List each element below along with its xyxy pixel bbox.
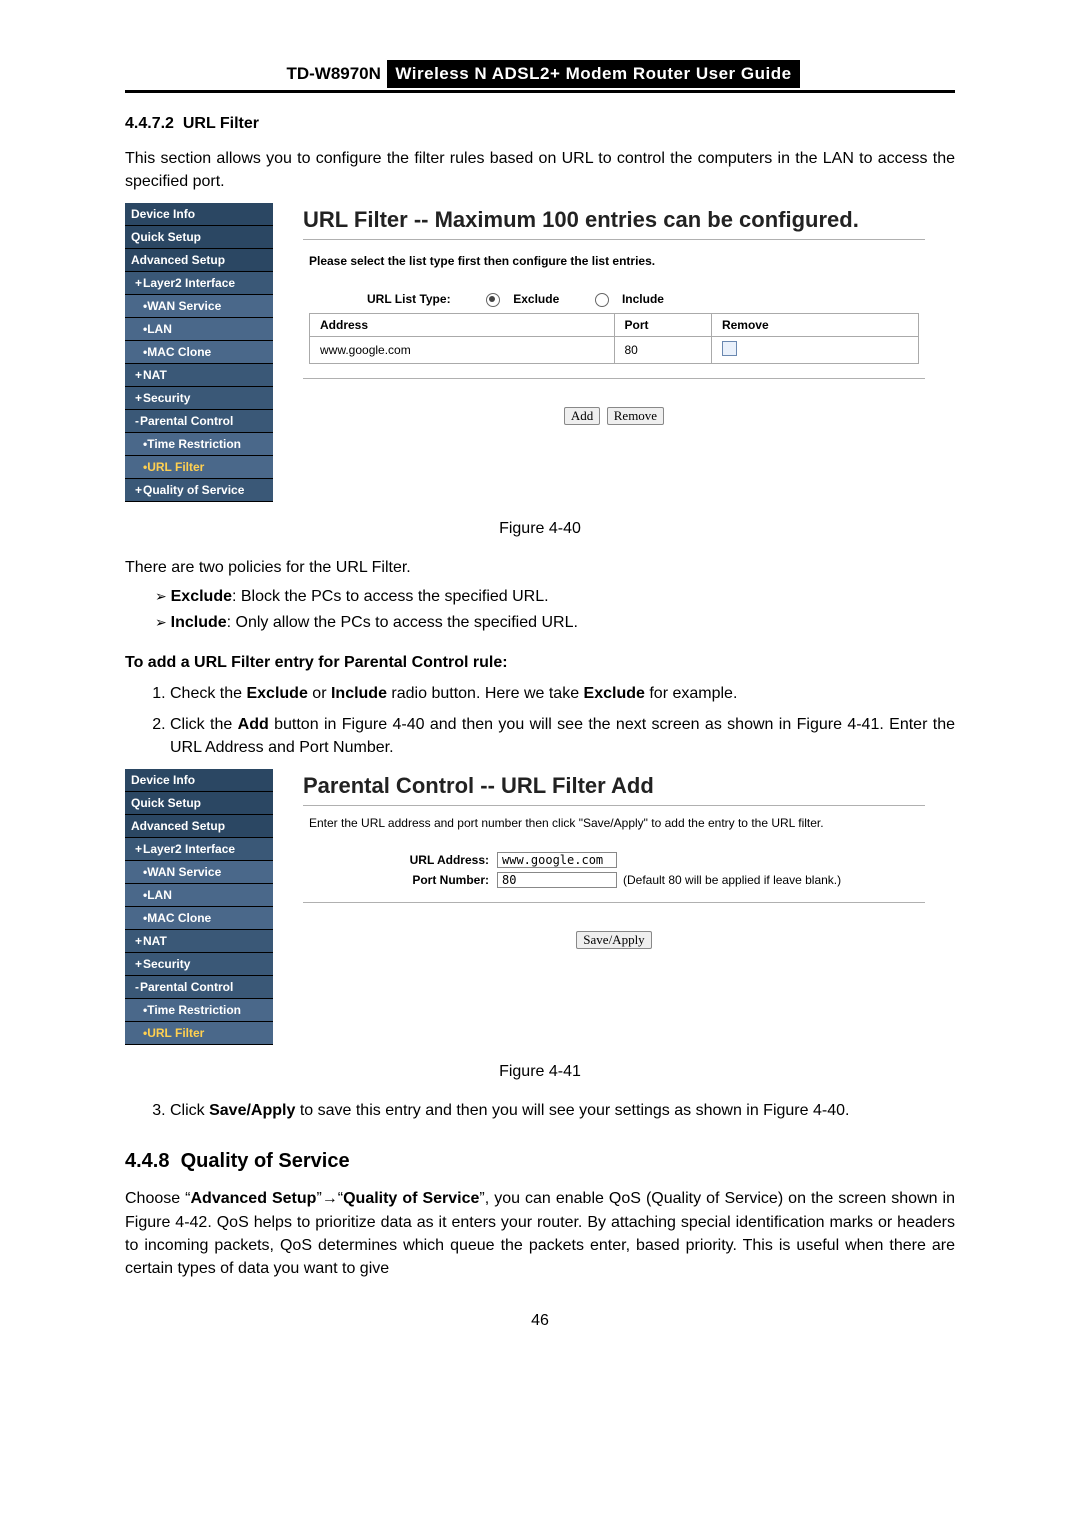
router-nav: Device InfoQuick SetupAdvanced SetupLaye… bbox=[125, 203, 273, 502]
url-address-input[interactable]: www.google.com bbox=[497, 852, 617, 868]
url-address-label: URL Address: bbox=[309, 853, 497, 867]
th-remove: Remove bbox=[711, 314, 918, 337]
nav-item[interactable]: Layer2 Interface bbox=[125, 272, 273, 295]
table-row: www.google.com 80 bbox=[310, 337, 919, 364]
intro-paragraph: This section allows you to configure the… bbox=[125, 147, 955, 193]
nav-item[interactable]: WAN Service bbox=[125, 295, 273, 318]
th-port: Port bbox=[614, 314, 711, 337]
guide-title: Wireless N ADSL2+ Modem Router User Guid… bbox=[387, 60, 799, 88]
panel-instructions: Please select the list type first then c… bbox=[309, 254, 919, 268]
step-1: Check the Exclude or Include radio butto… bbox=[170, 682, 955, 705]
nav-item[interactable]: Quality of Service bbox=[125, 479, 273, 502]
panel-title: URL Filter -- Maximum 100 entries can be… bbox=[303, 207, 925, 239]
button-row: Save/Apply bbox=[303, 931, 925, 949]
document-page: TD-W8970N Wireless N ADSL2+ Modem Router… bbox=[125, 60, 955, 1330]
router-content: Parental Control -- URL Filter Add Enter… bbox=[273, 769, 955, 1045]
nav-item[interactable]: URL Filter bbox=[125, 1022, 273, 1045]
router-ui-url-filter-add: Device InfoQuick SetupAdvanced SetupLaye… bbox=[125, 769, 955, 1045]
radio-include-label: Include bbox=[622, 292, 664, 306]
radio-include[interactable] bbox=[595, 293, 609, 307]
port-number-label: Port Number: bbox=[309, 873, 497, 887]
nav-item[interactable]: WAN Service bbox=[125, 861, 273, 884]
remove-checkbox[interactable] bbox=[722, 341, 737, 356]
page-number: 46 bbox=[125, 1312, 955, 1330]
nav-item[interactable]: LAN bbox=[125, 884, 273, 907]
cell-port: 80 bbox=[614, 337, 711, 364]
save-apply-button[interactable]: Save/Apply bbox=[576, 931, 651, 949]
button-row: Add Remove bbox=[303, 407, 925, 425]
cell-remove bbox=[711, 337, 918, 364]
panel-instructions: Enter the URL address and port number th… bbox=[309, 816, 919, 830]
router-nav: Device InfoQuick SetupAdvanced SetupLaye… bbox=[125, 769, 273, 1045]
nav-item[interactable]: Security bbox=[125, 387, 273, 410]
nav-item[interactable]: Advanced Setup bbox=[125, 815, 273, 838]
panel-body: Please select the list type first then c… bbox=[303, 239, 925, 379]
cell-address: www.google.com bbox=[310, 337, 615, 364]
nav-item[interactable]: LAN bbox=[125, 318, 273, 341]
nav-item[interactable]: NAT bbox=[125, 364, 273, 387]
policy-include-item: Include: Only allow the PCs to access th… bbox=[155, 614, 955, 632]
url-address-row: URL Address: www.google.com bbox=[309, 852, 919, 868]
nav-item[interactable]: Advanced Setup bbox=[125, 249, 273, 272]
page-header: TD-W8970N Wireless N ADSL2+ Modem Router… bbox=[125, 60, 955, 88]
radio-exclude[interactable] bbox=[486, 293, 500, 307]
figure-caption-2: Figure 4-41 bbox=[125, 1063, 955, 1081]
nav-item[interactable]: MAC Clone bbox=[125, 907, 273, 930]
policies-intro: There are two policies for the URL Filte… bbox=[125, 556, 955, 579]
radio-exclude-label: Exclude bbox=[513, 292, 559, 306]
url-list-type-label: URL List Type: bbox=[367, 292, 451, 306]
section-heading-qos: 4.4.8 Quality of Service bbox=[125, 1150, 955, 1173]
nav-item[interactable]: Quick Setup bbox=[125, 792, 273, 815]
router-content: URL Filter -- Maximum 100 entries can be… bbox=[273, 203, 955, 502]
nav-item[interactable]: Parental Control bbox=[125, 410, 273, 433]
url-list-type-row: URL List Type: Exclude Include bbox=[309, 292, 919, 307]
th-address: Address bbox=[310, 314, 615, 337]
nav-item[interactable]: Device Info bbox=[125, 203, 273, 226]
qos-paragraph: Choose “Advanced Setup”→“Quality of Serv… bbox=[125, 1187, 955, 1280]
step-2: Click the Add button in Figure 4-40 and … bbox=[170, 713, 955, 759]
step-3: Click Save/Apply to save this entry and … bbox=[170, 1099, 955, 1122]
port-number-input[interactable]: 80 bbox=[497, 872, 617, 888]
nav-item[interactable]: Device Info bbox=[125, 769, 273, 792]
howto-steps-cont: Click Save/Apply to save this entry and … bbox=[125, 1099, 955, 1122]
port-number-row: Port Number: 80 (Default 80 will be appl… bbox=[309, 872, 919, 888]
nav-item[interactable]: MAC Clone bbox=[125, 341, 273, 364]
howto-steps: Check the Exclude or Include radio butto… bbox=[125, 682, 955, 760]
nav-item[interactable]: Quick Setup bbox=[125, 226, 273, 249]
model-number: TD-W8970N bbox=[280, 60, 386, 88]
howto-heading: To add a URL Filter entry for Parental C… bbox=[125, 654, 955, 672]
nav-item[interactable]: Time Restriction bbox=[125, 433, 273, 456]
panel-title: Parental Control -- URL Filter Add bbox=[303, 773, 925, 805]
panel-body: Enter the URL address and port number th… bbox=[303, 805, 925, 903]
router-ui-url-filter: Device InfoQuick SetupAdvanced SetupLaye… bbox=[125, 203, 955, 502]
nav-item[interactable]: URL Filter bbox=[125, 456, 273, 479]
nav-item[interactable]: Time Restriction bbox=[125, 999, 273, 1022]
header-rule bbox=[125, 90, 955, 93]
port-number-note: (Default 80 will be applied if leave bla… bbox=[623, 873, 841, 887]
add-button[interactable]: Add bbox=[564, 407, 600, 425]
section-heading: 4.4.7.2 URL Filter bbox=[125, 115, 955, 133]
nav-item[interactable]: Security bbox=[125, 953, 273, 976]
policy-list: Exclude: Block the PCs to access the spe… bbox=[125, 588, 955, 632]
policy-exclude-item: Exclude: Block the PCs to access the spe… bbox=[155, 588, 955, 606]
nav-item[interactable]: Parental Control bbox=[125, 976, 273, 999]
remove-button[interactable]: Remove bbox=[607, 407, 664, 425]
nav-item[interactable]: NAT bbox=[125, 930, 273, 953]
url-filter-table: Address Port Remove www.google.com 80 bbox=[309, 313, 919, 364]
figure-caption-1: Figure 4-40 bbox=[125, 520, 955, 538]
nav-item[interactable]: Layer2 Interface bbox=[125, 838, 273, 861]
